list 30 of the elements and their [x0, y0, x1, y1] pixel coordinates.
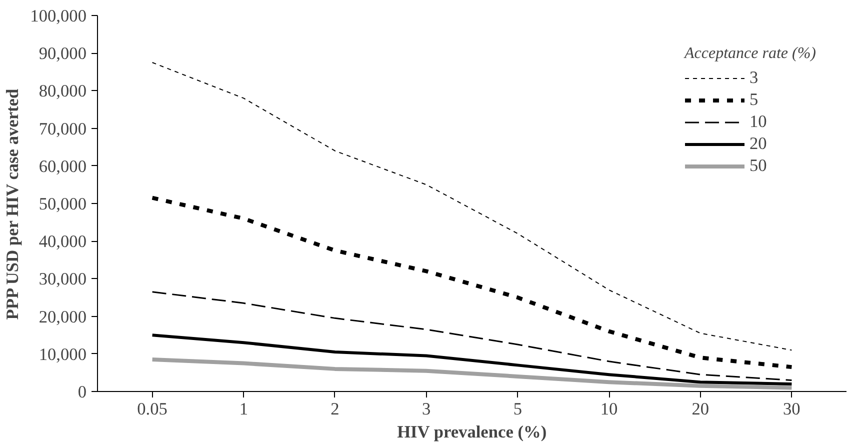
line-series [150, 196, 794, 370]
x-tick-label: 10 [600, 400, 618, 418]
y-tick-label: 80,000 [38, 82, 87, 101]
y-tick-label: 20,000 [38, 307, 87, 326]
line-series [152, 62, 792, 351]
x-axis-title: HIV prevalence (%) [397, 422, 547, 442]
x-tick-label: 2 [330, 400, 340, 418]
y-tick-label: 70,000 [38, 119, 87, 138]
legend-label: 50 [750, 156, 768, 176]
legend-title: Acceptance rate (%) [684, 45, 816, 63]
x-tick-label: 1 [239, 400, 248, 418]
y-tick-label: 50,000 [38, 194, 87, 214]
legend-label: 3 [750, 68, 760, 88]
legend-label: 5 [750, 90, 760, 110]
y-tick-label: 10,000 [38, 344, 87, 364]
y-tick-label: 40,000 [38, 232, 87, 252]
y-tick-label: 30,000 [38, 270, 87, 289]
x-tick-label: 30 [783, 400, 800, 418]
x-tick-label: 20 [692, 400, 710, 418]
y-tick-label: 100,000 [30, 6, 87, 26]
x-tick-label: 0.05 [137, 400, 168, 418]
y-axis-title: PPP USD per HIV case averted [3, 88, 22, 320]
y-tick-label: 90,000 [38, 44, 87, 64]
legend-label: 10 [750, 112, 768, 132]
y-tick-label: 60,000 [38, 156, 87, 176]
x-tick-label: 5 [513, 400, 522, 418]
legend-label: 20 [750, 134, 768, 154]
line-series [150, 358, 794, 390]
x-tick-label: 3 [422, 400, 431, 418]
y-tick-label: 0 [78, 382, 87, 402]
